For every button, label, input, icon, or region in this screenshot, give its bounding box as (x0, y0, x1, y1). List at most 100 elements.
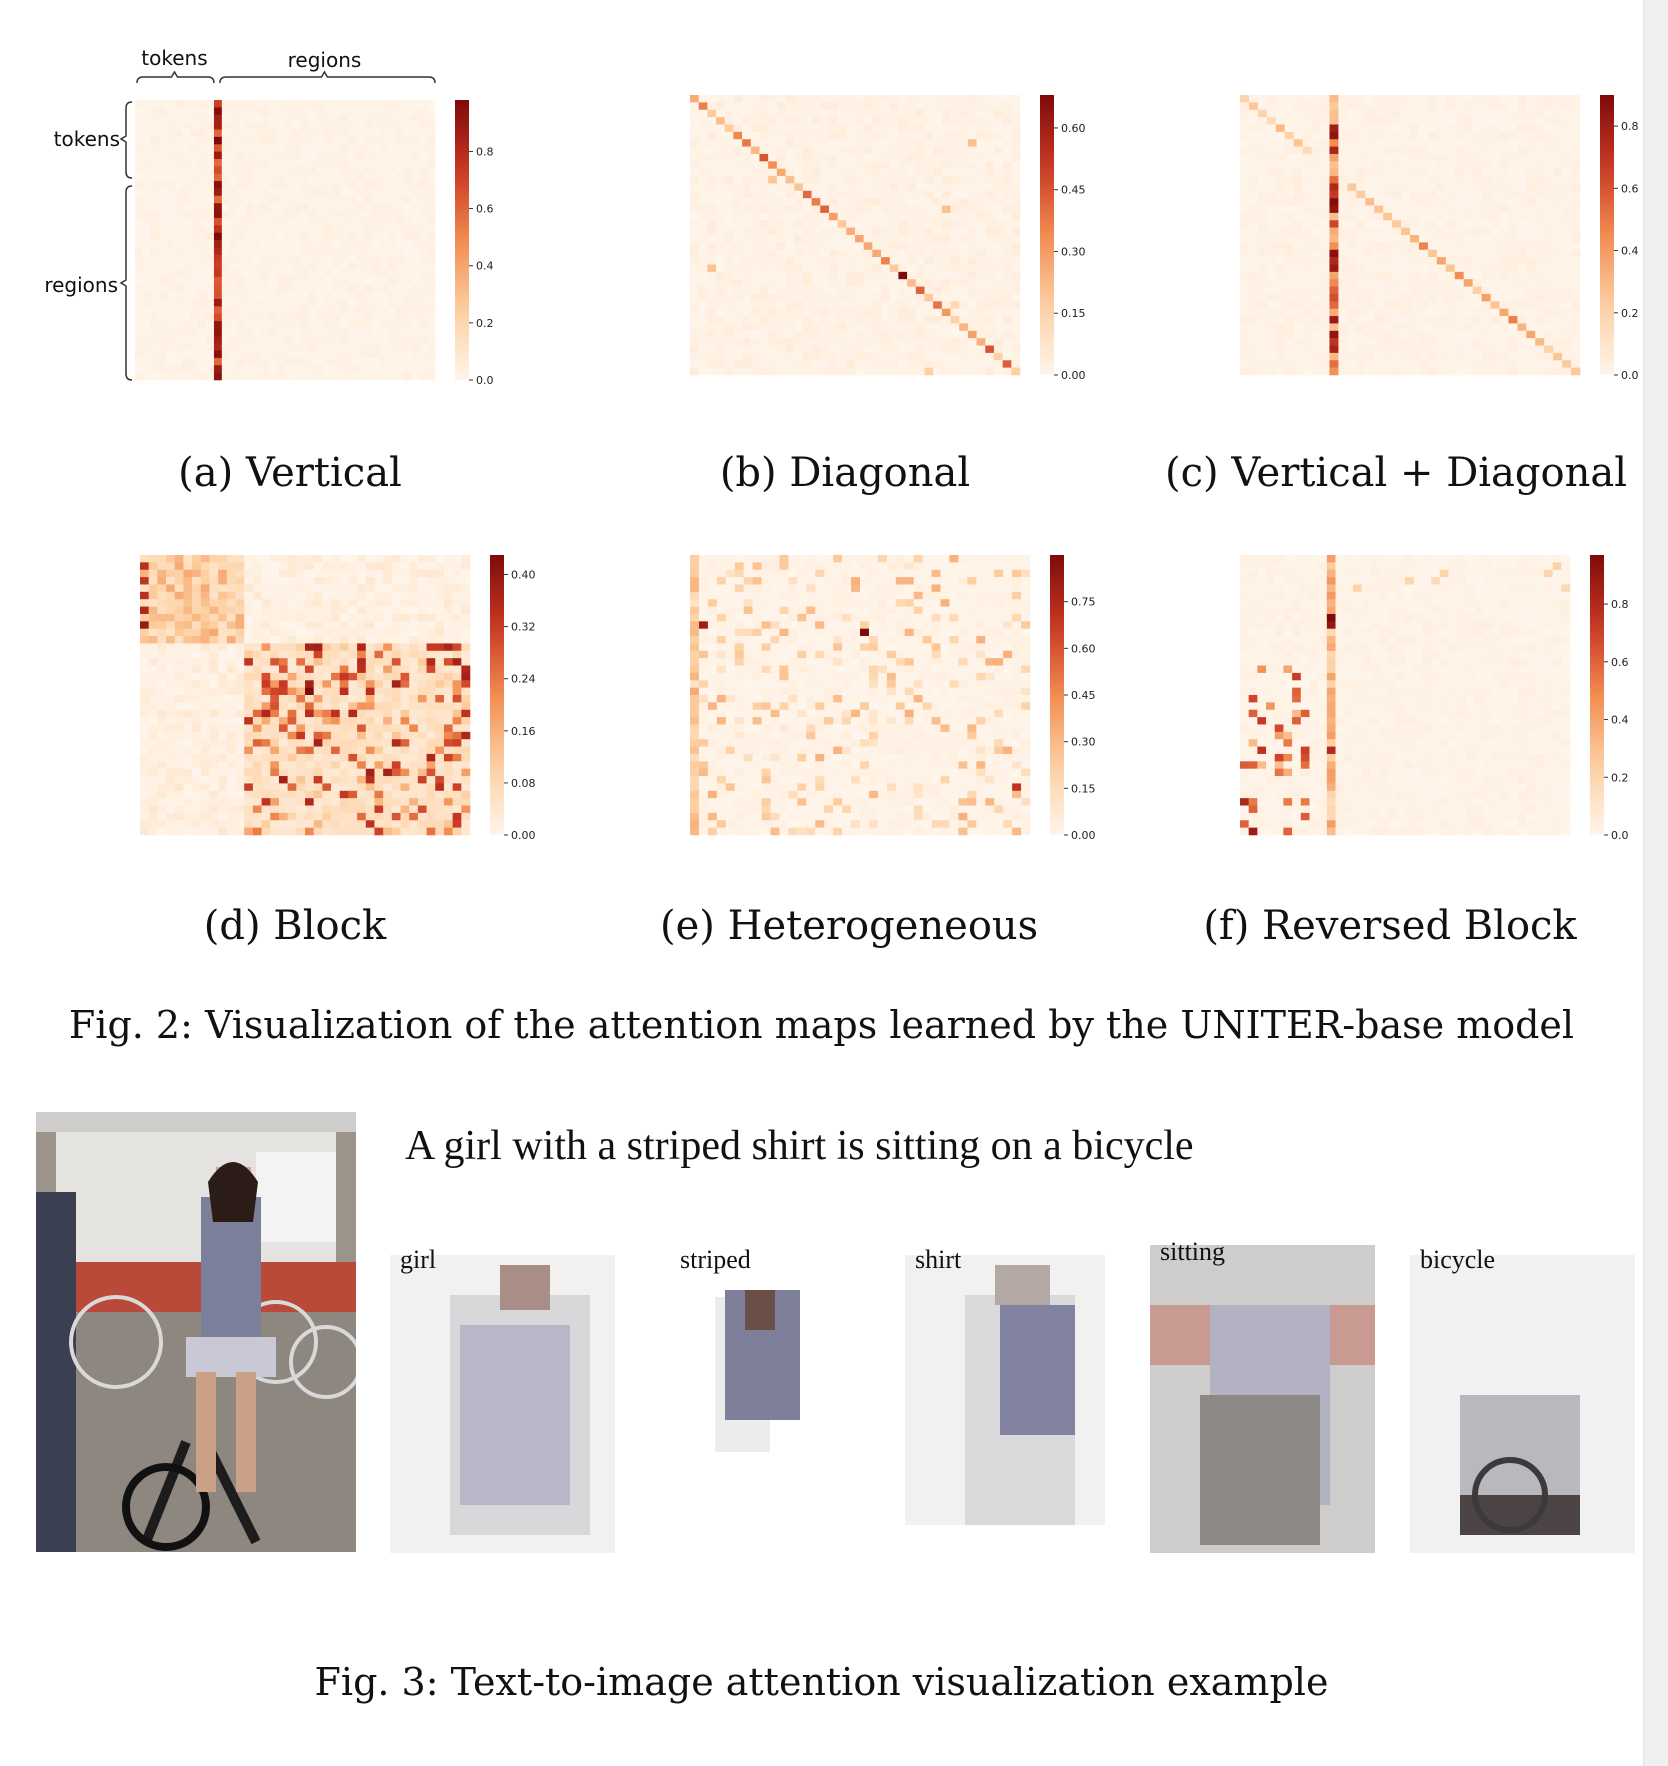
heatmap-cell (278, 636, 288, 644)
heatmap-cell (924, 220, 934, 228)
heatmap-cell (1275, 367, 1286, 376)
heatmap-cell (166, 321, 175, 329)
heatmap-cell (802, 153, 812, 162)
heatmap-cell (1463, 183, 1473, 192)
heatmap-cell (768, 161, 778, 169)
heatmap-cell (950, 249, 960, 258)
heatmap-cell (150, 343, 159, 351)
heatmap-cell (1410, 102, 1420, 111)
heatmap-cell (261, 225, 270, 233)
heatmap-cell (1293, 271, 1303, 280)
heatmap-cell (1472, 235, 1482, 243)
heatmap-cell (426, 555, 436, 563)
heatmap-cell (331, 613, 341, 622)
heatmap-cell (1526, 235, 1536, 243)
heatmap-cell (426, 599, 436, 607)
heatmap-cell (1562, 212, 1572, 221)
heatmap-cell (724, 109, 734, 118)
heatmap-cell (915, 183, 925, 192)
heatmap-cell (229, 129, 238, 138)
heatmap-cell (374, 658, 384, 666)
heatmap-cell (419, 313, 428, 322)
heatmap-cell (174, 628, 184, 637)
heatmap-cell (270, 555, 280, 563)
heatmap-cell (135, 136, 144, 145)
heatmap-cell (331, 621, 341, 629)
heatmap-cell (1002, 249, 1012, 258)
heatmap-cell (950, 279, 960, 287)
heatmap-cell (371, 350, 381, 359)
heatmap-cell (1392, 153, 1402, 162)
heatmap-cell (1508, 168, 1518, 177)
heatmap-cell (383, 591, 393, 600)
heatmap-cell (158, 372, 167, 381)
heatmap-cell (198, 107, 207, 116)
heatmap-cell (1257, 235, 1268, 243)
heatmap-cell (135, 335, 144, 344)
heatmap-cell (1508, 153, 1518, 162)
heatmap-cell (150, 158, 159, 167)
heatmap-cell (198, 321, 207, 329)
heatmap-cell (1392, 308, 1402, 317)
heatmap-cell (959, 153, 969, 162)
heatmap-cell (837, 205, 847, 214)
heatmap-cell (229, 350, 238, 359)
scrollbar[interactable] (1643, 0, 1668, 1766)
heatmap-cell (174, 144, 183, 152)
heatmap-cell (776, 212, 786, 221)
heatmap-cell (1472, 198, 1482, 206)
heatmap-cell (1338, 139, 1348, 147)
heatmap-cell (1508, 124, 1518, 133)
heatmap-cell (1284, 205, 1294, 214)
heatmap-cell (339, 591, 349, 600)
colorbar-tick-label: 0.30 (1061, 245, 1086, 258)
heatmap-cell (1338, 131, 1348, 140)
heatmap-cell (837, 227, 847, 236)
heatmap-cell (313, 621, 323, 629)
heatmap-cell (1401, 183, 1411, 192)
heatmap-cell (1338, 257, 1348, 265)
heatmap-cell (135, 122, 144, 130)
heatmap-cell (261, 555, 271, 563)
heatmap-cell (1302, 242, 1312, 251)
heatmap-cell (707, 360, 717, 368)
heatmap-cell (174, 262, 183, 270)
heatmap-cell (846, 205, 856, 214)
heatmap-cell (226, 636, 236, 644)
heatmap-cell (419, 328, 428, 337)
heatmap-cell (846, 257, 856, 265)
heatmap-cell (1481, 153, 1491, 162)
heatmap-cell (409, 636, 419, 644)
heatmap-cell (192, 606, 202, 615)
heatmap-cell (1553, 220, 1563, 228)
heatmap-cell (950, 316, 960, 324)
heatmap-cell (794, 117, 804, 125)
heatmap-cell (1240, 271, 1250, 280)
heatmap-cell (776, 338, 786, 346)
heatmap-cell (348, 643, 358, 652)
heatmap-cell (411, 372, 420, 381)
heatmap-cell (417, 628, 427, 637)
heatmap-cell (269, 122, 278, 130)
heatmap-cell (915, 352, 925, 361)
heatmap-cell (1311, 109, 1321, 118)
heatmap-cell (1240, 308, 1250, 317)
heatmap-cell (403, 350, 412, 359)
heatmap-cell (270, 658, 280, 666)
heatmap-cell (417, 577, 427, 585)
heatmap-cell (316, 343, 325, 351)
heatmap-cell (1571, 190, 1581, 199)
heatmap-cell (742, 323, 752, 332)
heatmap-cell (198, 129, 207, 138)
heatmap-cell (1427, 257, 1438, 265)
heatmap-cell (332, 284, 341, 292)
heatmap-cell (158, 225, 167, 233)
heatmap-cell (371, 313, 381, 322)
heatmap-cell (1275, 95, 1286, 103)
heatmap-cell (707, 279, 717, 287)
heatmap-cell (1320, 360, 1330, 368)
heatmap-cell (452, 621, 462, 629)
heatmap-cell (400, 658, 410, 666)
heatmap-cell (846, 301, 856, 309)
heatmap-cell (776, 257, 786, 265)
